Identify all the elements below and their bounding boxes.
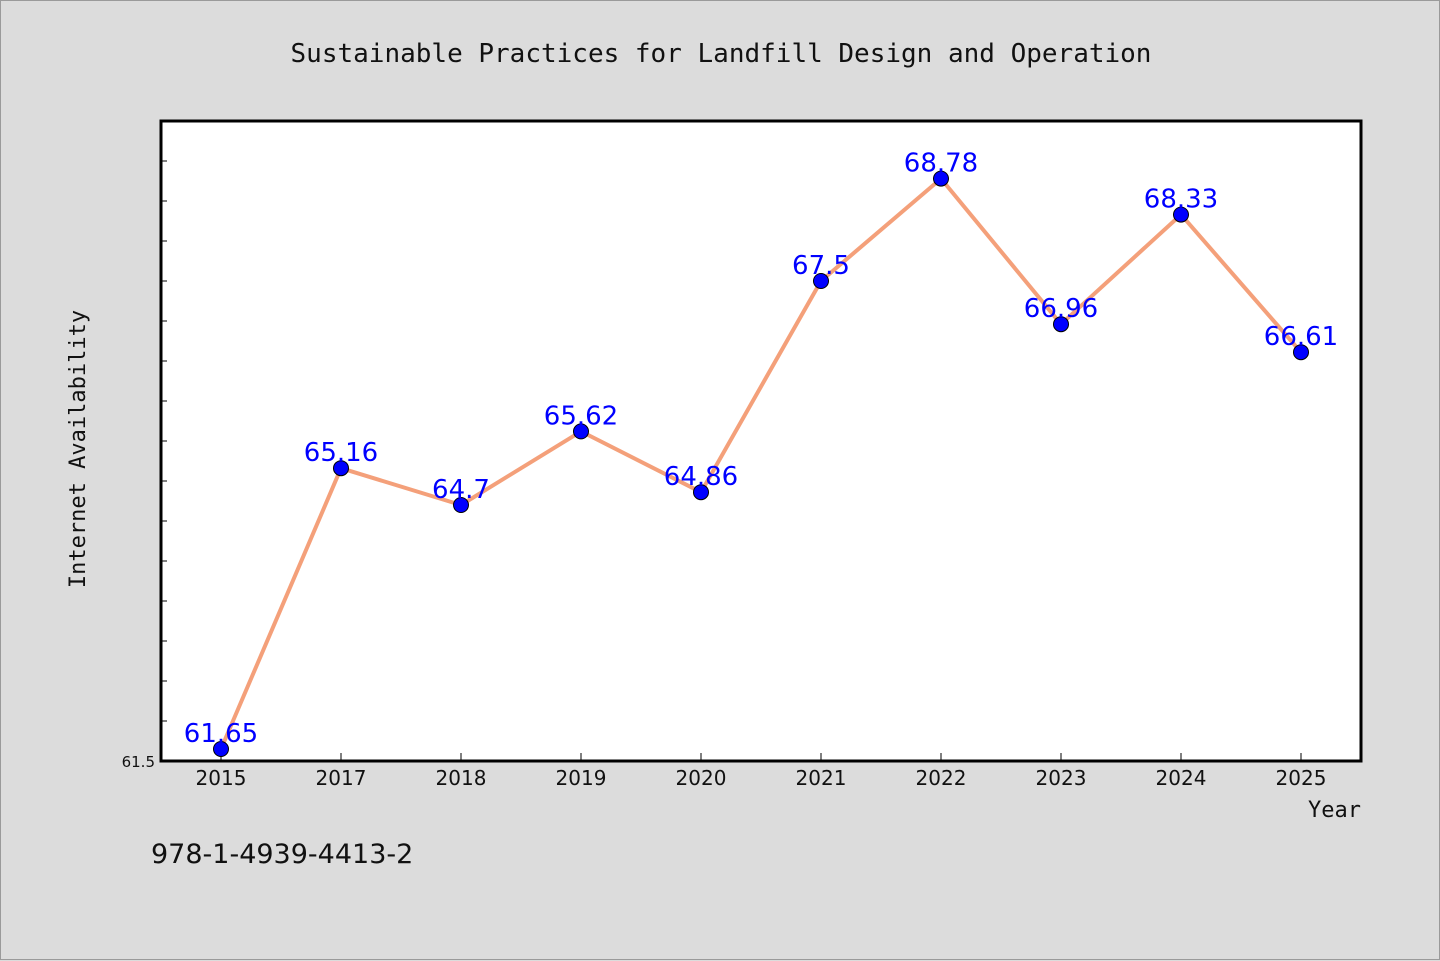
data-point [453, 497, 469, 513]
data-point [693, 484, 709, 501]
data-label: 64.7 [432, 475, 490, 505]
x-tick-label: 2024 [1156, 766, 1207, 790]
x-tick-label: 2021 [796, 766, 847, 790]
x-tick-label: 2017 [316, 766, 367, 790]
data-point [1053, 316, 1069, 333]
data-label: 68.78 [904, 149, 978, 179]
data-point [813, 273, 829, 289]
chart-title: Sustainable Practices for Landfill Desig… [291, 39, 1152, 69]
data-label: 64.86 [664, 462, 738, 492]
data-point [1173, 206, 1189, 223]
x-tick-label: 2020 [676, 766, 727, 790]
data-label: 65.62 [544, 401, 618, 431]
y-axis-label: Internet Availability [66, 310, 91, 588]
data-point [933, 170, 949, 187]
data-label: 67.5 [792, 251, 850, 281]
y-tick-label: 61.5 [122, 753, 155, 771]
x-tick-label: 2018 [436, 766, 487, 790]
data-label: 61.65 [184, 719, 258, 749]
series-line [219, 176, 1303, 750]
series-markers [213, 170, 1309, 757]
data-label: 66.96 [1024, 294, 1098, 324]
data-point [1293, 344, 1309, 361]
y-axis-minor-ticks [161, 160, 167, 722]
x-tick-label: 2019 [556, 766, 607, 790]
isbn-text: 978-1-4939-4413-2 [151, 839, 413, 870]
data-point [573, 423, 589, 440]
data-labels: 61.65 65.16 64.7 65.62 64.86 67.5 68.78 66.96 68… [184, 149, 1338, 749]
x-axis-label: Year [1308, 798, 1361, 823]
data-label: 68.33 [1144, 185, 1218, 215]
plot-area [159, 119, 1363, 763]
x-tick-label: 2022 [916, 766, 967, 790]
x-tick-label: 2023 [1036, 766, 1087, 790]
x-tick-labels: 2015 2017 2018 2019 2020 2021 2022 2023 2024 2025 [196, 766, 1327, 790]
data-point [333, 460, 349, 477]
data-label: 65.16 [304, 438, 378, 468]
x-tick-label: 2015 [196, 766, 247, 790]
data-point [213, 741, 229, 757]
data-label: 66.61 [1264, 322, 1338, 352]
x-tick-label: 2025 [1276, 766, 1327, 790]
